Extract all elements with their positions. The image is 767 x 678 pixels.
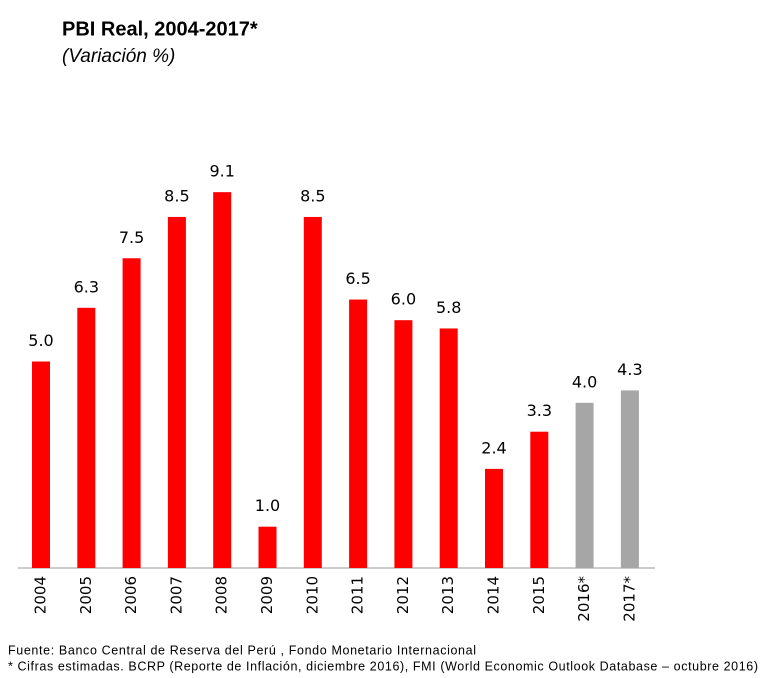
source: Fuente: Banco Central de Reserva del Per… — [8, 643, 476, 657]
x-tick-label: 2005 — [77, 576, 95, 614]
value-label: 9.1 — [209, 162, 234, 181]
value-label: 5.8 — [436, 298, 461, 317]
value-label: 4.0 — [572, 372, 597, 391]
chart-title: PBI Real, 2004-2017* — [62, 18, 258, 40]
bar — [620, 390, 639, 568]
bar — [349, 299, 368, 568]
bar — [394, 320, 413, 568]
value-label: 8.5 — [300, 186, 325, 205]
x-tick-label: 2014 — [485, 576, 503, 614]
x-tick-label: 2015 — [530, 576, 548, 614]
value-label: 6.5 — [345, 269, 370, 288]
value-label: 6.0 — [391, 290, 416, 309]
value-label: 5.0 — [28, 331, 53, 350]
bar — [167, 216, 186, 568]
x-tick-label: 2008 — [213, 576, 231, 614]
bar — [303, 216, 322, 568]
x-tick-label: 2012 — [394, 576, 412, 614]
x-tick-label: 2017* — [620, 576, 638, 622]
x-tick-label: 2007 — [167, 576, 185, 614]
note: * Cifras estimadas. BCRP (Reporte de Inf… — [8, 659, 758, 673]
value-label: 6.3 — [74, 277, 99, 296]
value-label: 3.3 — [527, 401, 552, 420]
bar — [122, 258, 141, 568]
x-tick-label: 2011 — [349, 576, 367, 614]
x-tick-label: 2013 — [439, 576, 457, 614]
x-tick-label: 2016* — [575, 576, 593, 622]
bar — [77, 307, 96, 568]
x-tick-label: 2006 — [122, 576, 140, 614]
bar — [258, 526, 277, 568]
chart-subtitle: (Variación %) — [62, 46, 175, 67]
value-label: 4.3 — [617, 360, 642, 379]
x-tick-label: 2004 — [32, 576, 50, 614]
bar — [213, 192, 232, 569]
value-label: 1.0 — [255, 496, 280, 515]
bar — [575, 402, 594, 568]
value-label: 2.4 — [481, 438, 506, 457]
x-tick-label: 2009 — [258, 576, 276, 614]
bar — [32, 361, 50, 568]
value-label: 7.5 — [119, 228, 144, 247]
x-tick-label: 2010 — [303, 576, 321, 614]
value-label: 8.5 — [164, 186, 189, 205]
bar — [439, 328, 458, 568]
bar — [530, 431, 549, 568]
bar — [485, 468, 503, 568]
